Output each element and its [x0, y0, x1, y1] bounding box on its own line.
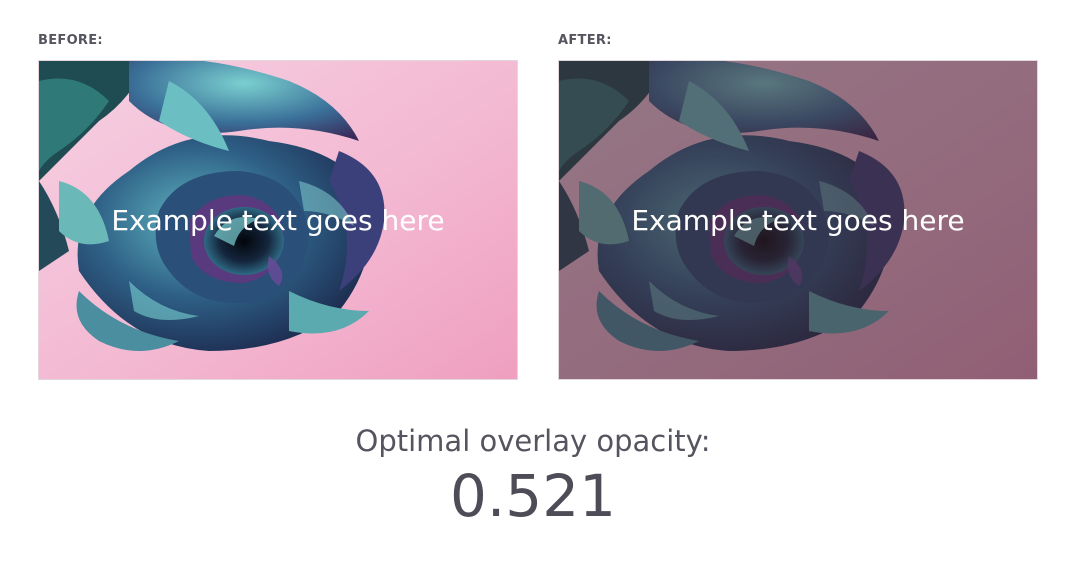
opacity-value: 0.521	[449, 462, 617, 530]
after-label: AFTER:	[558, 33, 612, 48]
after-caption: Example text goes here	[631, 204, 965, 237]
before-caption: Example text goes here	[111, 204, 445, 237]
after-image-panel: Example text goes here	[558, 60, 1038, 380]
before-image-panel: Example text goes here	[38, 60, 518, 380]
before-label: BEFORE:	[38, 33, 103, 48]
result-title: Optimal overlay opacity:	[355, 424, 711, 458]
dark-overlay	[559, 61, 1037, 379]
